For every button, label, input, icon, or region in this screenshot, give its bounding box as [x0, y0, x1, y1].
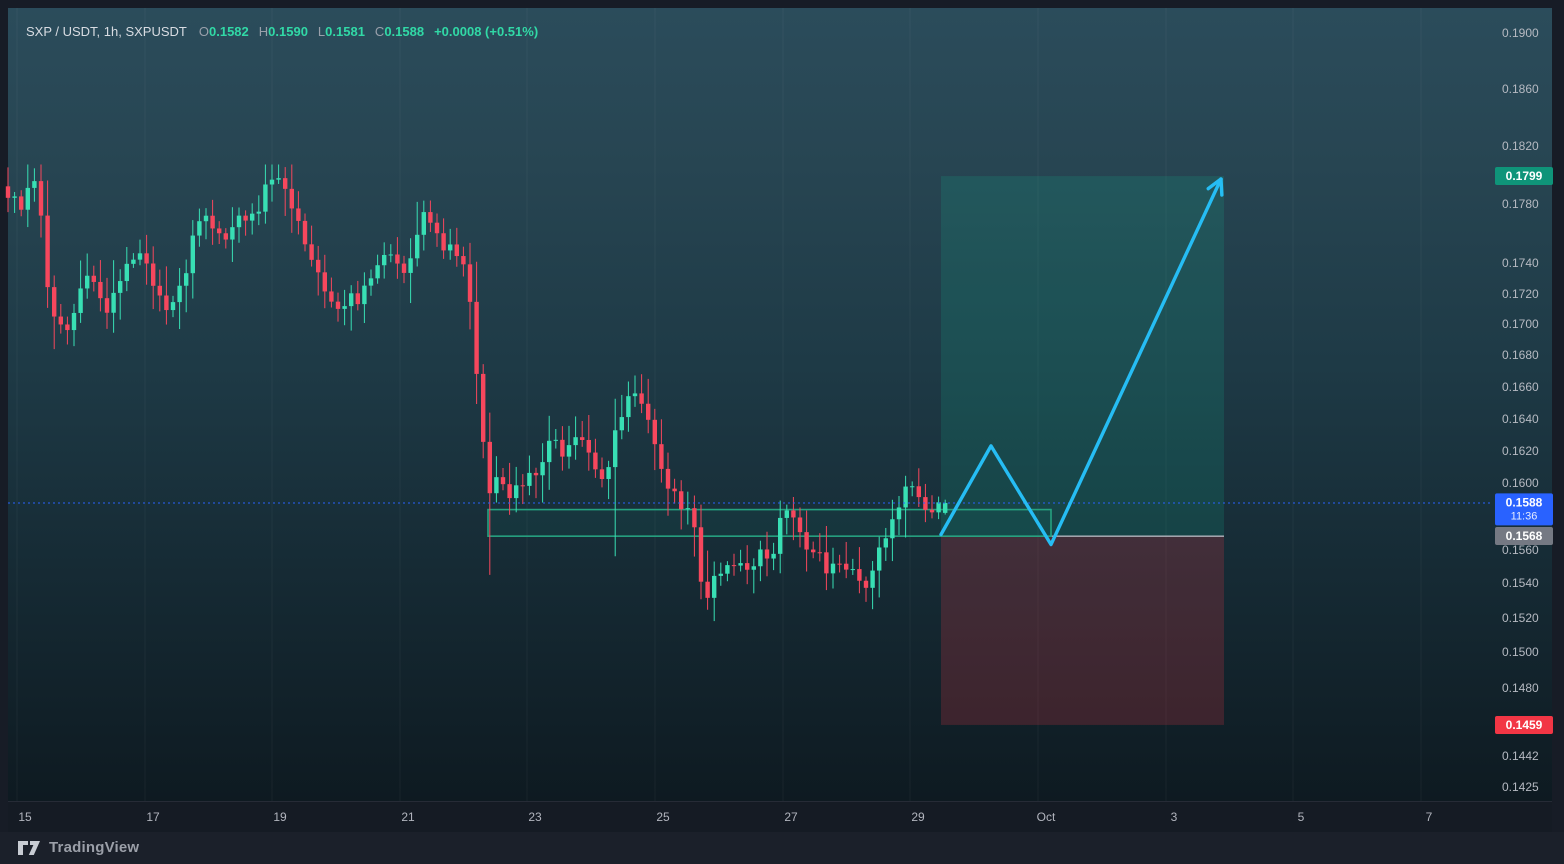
- time-axis-label: 29: [911, 810, 925, 824]
- price-axis-label: 0.1820: [1502, 138, 1539, 153]
- last-price-badge[interactable]: 0.1588 11:36: [1495, 493, 1553, 526]
- bar-countdown: 11:36: [1510, 510, 1538, 523]
- price-axis-label: 0.1860: [1502, 81, 1539, 96]
- price-axis[interactable]: 0.1900 0.1860 0.1820 0.1780 0.1740 0.1720 0.17…: [1490, 8, 1553, 801]
- time-axis-label: 19: [273, 810, 287, 824]
- time-axis-label: 23: [528, 810, 542, 824]
- price-axis-label: 0.1620: [1502, 443, 1539, 458]
- symbol-title[interactable]: SXP / USDT, 1h, SXPUSDT: [26, 24, 187, 39]
- price-axis-label: 0.1660: [1502, 379, 1539, 394]
- footer-bar: TradingView: [0, 832, 1564, 864]
- close-value: C0.1588: [374, 24, 425, 39]
- price-axis-label: 0.1425: [1502, 779, 1539, 794]
- entry-price-badge[interactable]: 0.1568: [1495, 527, 1553, 546]
- price-axis-label: 0.1900: [1502, 26, 1539, 40]
- price-axis-label: 0.1680: [1502, 348, 1539, 363]
- tradingview-logo-icon: [18, 840, 40, 855]
- price-axis-label: 0.1720: [1502, 286, 1539, 301]
- price-axis-label: 0.1640: [1502, 411, 1539, 426]
- chart-pane[interactable]: SXP / USDT, 1h, SXPUSDT O0.1582 H0.1590 L0.…: [8, 8, 1552, 802]
- target-price-badge[interactable]: 0.1799: [1495, 167, 1553, 186]
- low-value: L0.1581: [317, 24, 365, 39]
- price-axis-label: 0.1520: [1502, 610, 1539, 625]
- time-axis-label: 15: [18, 810, 32, 824]
- time-axis-label: 17: [146, 810, 160, 824]
- time-axis-label: 7: [1425, 810, 1433, 824]
- price-axis-label: 0.1780: [1502, 196, 1539, 211]
- ohlc-legend: SXP / USDT, 1h, SXPUSDT O0.1582 H0.1590 L0.…: [26, 24, 538, 39]
- price-axis-label: 0.1442: [1502, 748, 1539, 763]
- change-value: +0.0008 (+0.51%): [434, 24, 539, 39]
- price-axis-label: 0.1740: [1502, 256, 1539, 271]
- time-axis-label: 5: [1297, 810, 1305, 824]
- stop-price-badge[interactable]: 0.1459: [1495, 715, 1553, 734]
- time-axis-label: 3: [1170, 810, 1178, 824]
- time-axis[interactable]: 15 17 19 21 23 25 27 29 Oct 3 5 7: [8, 802, 1552, 832]
- tradingview-link[interactable]: TradingView: [18, 839, 139, 856]
- high-value: H0.1590: [258, 24, 308, 39]
- tradingview-brand-text: TradingView: [49, 839, 140, 856]
- price-axis-label: 0.1560: [1502, 542, 1539, 557]
- open-value: O0.1582: [198, 24, 249, 39]
- time-axis-label: 21: [401, 810, 415, 824]
- time-axis-label: Oct: [1036, 810, 1056, 824]
- price-axis-label: 0.1540: [1502, 576, 1539, 591]
- price-axis-label: 0.1700: [1502, 317, 1539, 332]
- price-axis-label: 0.1600: [1502, 476, 1539, 491]
- price-axis-label: 0.1500: [1502, 645, 1539, 660]
- price-axis-label: 0.1480: [1502, 680, 1539, 695]
- time-axis-label: 27: [784, 810, 798, 824]
- time-axis-label: 25: [656, 810, 670, 824]
